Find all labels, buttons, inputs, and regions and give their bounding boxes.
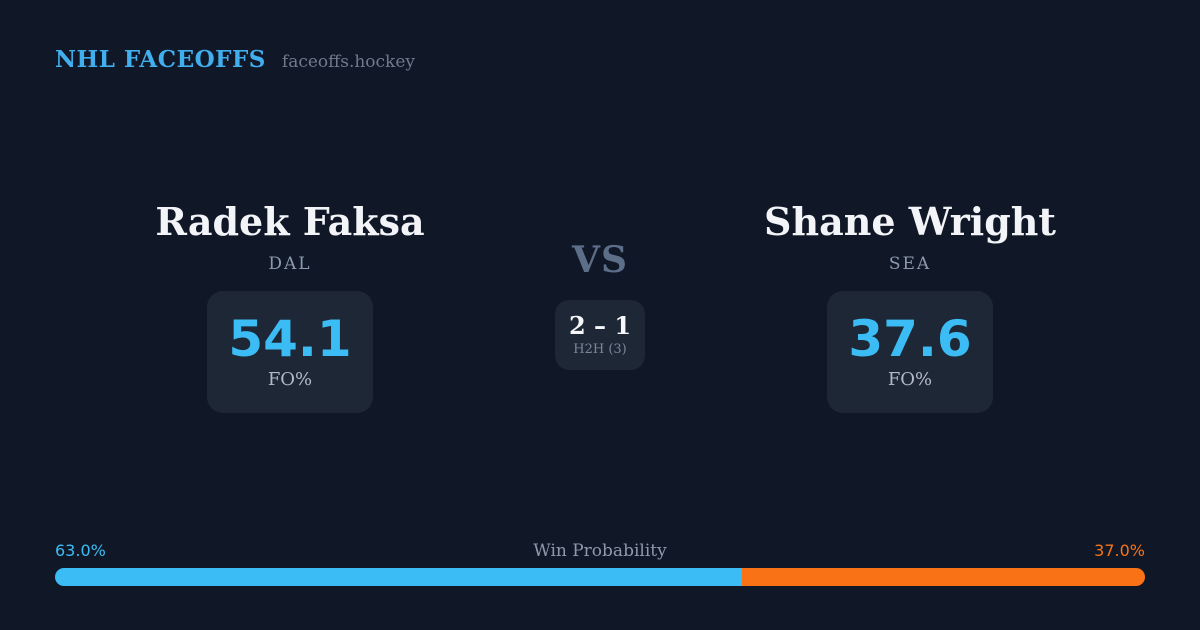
- player-right-stat-card: 37.6 FO%: [827, 290, 993, 413]
- bar-left-segment: [55, 568, 742, 586]
- win-probability-section: 63.0% Win Probability 37.0%: [55, 541, 1145, 586]
- player-right-stat-label: FO%: [887, 368, 933, 390]
- win-probability-bar: [55, 568, 1145, 586]
- player-left-stat-card: 54.1 FO%: [207, 290, 373, 413]
- brand-title: NHL FACEOFFS: [55, 46, 266, 73]
- player-left-column: Radek Faksa DAL 54.1 FO%: [0, 200, 580, 413]
- header: NHL FACEOFFS faceoffs.hockey: [55, 46, 415, 73]
- player-left-name: Radek Faksa: [155, 199, 425, 244]
- player-left-stat-label: FO%: [267, 368, 313, 390]
- h2h-label: H2H (3): [573, 341, 627, 357]
- matchup-section: Radek Faksa DAL 54.1 FO% VS 2 – 1 H2H (3…: [0, 200, 1200, 413]
- right-percent-label: 37.0%: [1094, 541, 1145, 560]
- site-url: faceoffs.hockey: [281, 52, 416, 72]
- player-right-name: Shane Wright: [764, 199, 1056, 244]
- win-probability-title: Win Probability: [533, 541, 667, 561]
- player-right-column: Shane Wright SEA 37.6 FO%: [620, 200, 1200, 413]
- player-left-stat-value: 54.1: [228, 310, 352, 369]
- player-left-team: DAL: [268, 253, 312, 274]
- player-right-team: SEA: [888, 253, 932, 274]
- player-right-stat-value: 37.6: [848, 310, 972, 369]
- left-percent-label: 63.0%: [55, 541, 106, 560]
- bar-right-segment: [741, 568, 1145, 586]
- versus-label: VS: [572, 239, 628, 281]
- h2h-score: 2 – 1: [568, 311, 632, 341]
- versus-column: VS 2 – 1 H2H (3): [555, 200, 645, 413]
- h2h-card: 2 – 1 H2H (3): [555, 300, 645, 370]
- win-probability-labels: 63.0% Win Probability 37.0%: [55, 541, 1145, 561]
